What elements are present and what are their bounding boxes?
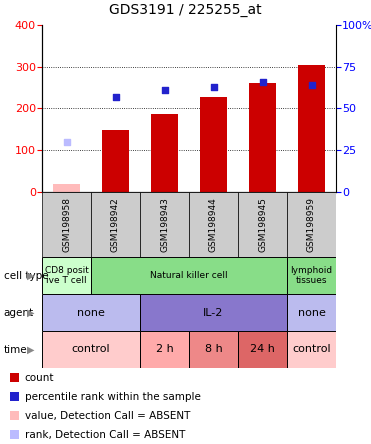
Bar: [287, 331, 336, 368]
Text: percentile rank within the sample: percentile rank within the sample: [24, 392, 200, 401]
Bar: [10, 411, 19, 420]
Text: GSM198958: GSM198958: [62, 197, 71, 252]
Bar: [42, 294, 140, 331]
Bar: [298, 65, 325, 192]
Point: [260, 78, 266, 85]
Text: IL-2: IL-2: [203, 308, 224, 317]
Text: agent: agent: [4, 308, 34, 317]
Text: 8 h: 8 h: [205, 345, 222, 354]
Bar: [10, 373, 19, 382]
Point: [309, 82, 315, 89]
Bar: [151, 114, 178, 192]
Bar: [287, 294, 336, 331]
Bar: [140, 192, 189, 257]
Bar: [287, 257, 336, 294]
Bar: [10, 392, 19, 401]
Text: GSM198942: GSM198942: [111, 197, 120, 252]
Bar: [91, 192, 140, 257]
Bar: [200, 97, 227, 192]
Bar: [42, 192, 91, 257]
Text: time: time: [4, 345, 27, 354]
Text: GSM198959: GSM198959: [307, 197, 316, 252]
Text: lymphoid
tissues: lymphoid tissues: [290, 266, 332, 285]
Bar: [189, 192, 238, 257]
Text: count: count: [24, 373, 54, 382]
Bar: [238, 192, 287, 257]
Text: ▶: ▶: [27, 345, 35, 354]
Text: ▶: ▶: [27, 308, 35, 317]
Point: [112, 93, 118, 100]
Text: ▶: ▶: [27, 270, 35, 281]
Bar: [91, 257, 287, 294]
Text: CD8 posit
ive T cell: CD8 posit ive T cell: [45, 266, 88, 285]
Bar: [42, 257, 91, 294]
Text: control: control: [72, 345, 110, 354]
Bar: [42, 331, 140, 368]
Text: GSM198945: GSM198945: [258, 197, 267, 252]
Bar: [189, 331, 238, 368]
Point: [161, 87, 167, 94]
Bar: [10, 430, 19, 439]
Text: value, Detection Call = ABSENT: value, Detection Call = ABSENT: [24, 411, 190, 420]
Text: GDS3191 / 225255_at: GDS3191 / 225255_at: [109, 3, 262, 17]
Bar: [287, 192, 336, 257]
Bar: [140, 331, 189, 368]
Text: 2 h: 2 h: [155, 345, 173, 354]
Point: [210, 83, 216, 90]
Point: [63, 139, 69, 146]
Bar: [249, 83, 276, 192]
Text: cell type: cell type: [4, 270, 48, 281]
Text: none: none: [77, 308, 105, 317]
Text: rank, Detection Call = ABSENT: rank, Detection Call = ABSENT: [24, 429, 185, 440]
Text: GSM198944: GSM198944: [209, 197, 218, 252]
Bar: [140, 294, 287, 331]
Text: none: none: [298, 308, 325, 317]
Bar: [53, 184, 80, 192]
Text: GSM198943: GSM198943: [160, 197, 169, 252]
Bar: [102, 130, 129, 192]
Text: 24 h: 24 h: [250, 345, 275, 354]
Bar: [238, 331, 287, 368]
Text: control: control: [292, 345, 331, 354]
Text: Natural killer cell: Natural killer cell: [150, 271, 228, 280]
